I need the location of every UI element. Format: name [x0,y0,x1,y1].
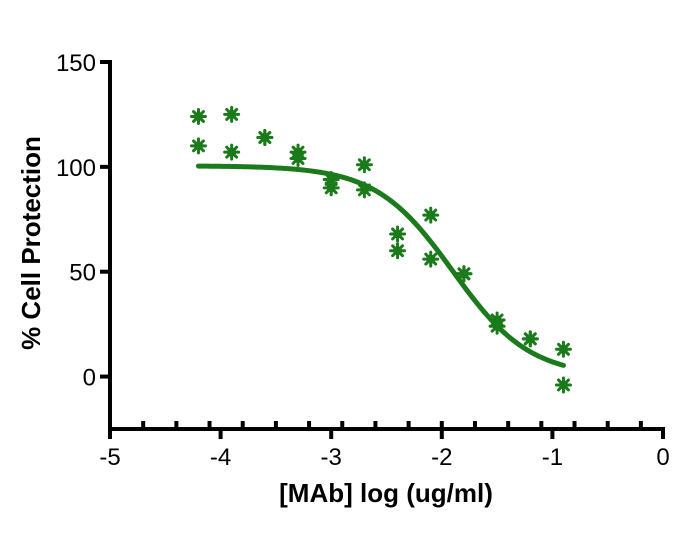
data-point [223,105,241,123]
axes [108,60,665,431]
data-points [189,105,572,394]
data-point [521,330,539,348]
data-point [355,156,373,174]
y-tick-label: 100 [56,155,96,182]
data-point [256,128,274,146]
x-axis-ticks: -5 -4 -3 -2 -1 0 [99,421,670,471]
data-point [189,108,207,126]
data-point [488,317,506,335]
x-tick-label: -4 [210,444,231,471]
data-point [389,242,407,260]
data-point [355,181,373,199]
y-axis-title: % Cell Protection [16,136,46,350]
x-tick-label: -5 [99,444,120,471]
y-axis-ticks: 0 50 100 150 [56,50,110,392]
data-point [422,250,440,268]
data-point [189,137,207,155]
data-point [554,340,572,358]
x-tick-label: -2 [431,444,452,471]
data-point [289,149,307,167]
data-point [455,265,473,283]
y-tick-label: 0 [83,365,96,392]
y-tick-label: 150 [56,50,96,77]
data-point [322,179,340,197]
x-tick-label: 0 [656,444,669,471]
x-axis-title: [MAb] log (ug/ml) [279,478,493,508]
data-point [223,143,241,161]
x-tick-label: -3 [321,444,342,471]
x-tick-label: -1 [542,444,563,471]
data-point [554,376,572,394]
y-tick-label: 50 [69,260,96,287]
data-point [422,206,440,224]
data-point [389,225,407,243]
fit-curve [195,163,566,368]
